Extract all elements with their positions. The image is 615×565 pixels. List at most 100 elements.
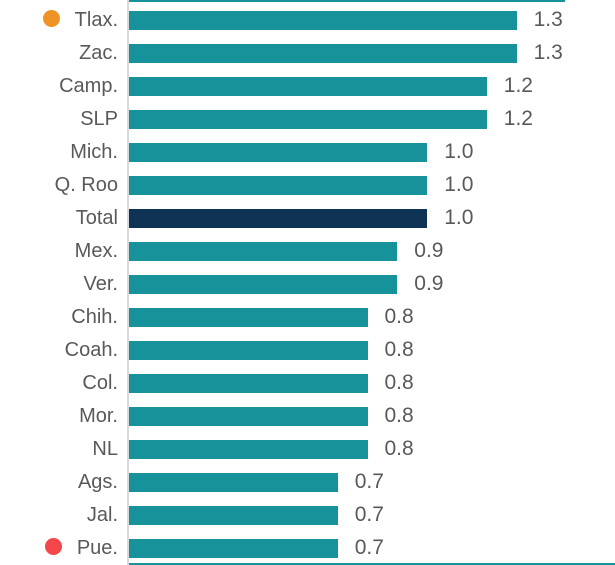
bar	[129, 472, 338, 492]
bar-area: 0.7	[129, 466, 615, 499]
bar-row: Zac. 1.3	[0, 37, 615, 70]
label-cell: Mor.	[0, 400, 118, 433]
bar-area: 0.8	[129, 367, 615, 400]
value-label: 0.8	[384, 305, 414, 328]
value-label: 0.7	[354, 503, 384, 526]
bar-area: 1.2	[129, 70, 615, 103]
bar-row: Tlax. 1.3	[0, 4, 615, 37]
bar-row-total-highlighted: Total 1.0	[0, 202, 615, 235]
category-label: SLP	[80, 107, 118, 130]
bar-area: 0.7	[129, 532, 615, 565]
bar	[129, 307, 368, 327]
orange-dot-icon	[42, 9, 60, 27]
value-label: 0.8	[384, 437, 414, 460]
category-label: Mex.	[74, 239, 118, 262]
bar-area: 0.9	[129, 268, 615, 301]
bar	[129, 10, 517, 30]
bar-row: Pue. 0.7	[0, 532, 615, 565]
bar	[129, 208, 428, 228]
bar-area: 1.0	[129, 169, 615, 202]
category-label: Q. Roo	[54, 173, 118, 196]
bar	[129, 109, 487, 129]
category-label: Col.	[82, 371, 118, 394]
category-label: Zac.	[79, 41, 118, 64]
bar	[129, 43, 517, 63]
value-label: 0.8	[384, 338, 414, 361]
category-label: NL	[92, 437, 118, 460]
label-cell: Ver.	[0, 268, 118, 301]
bar-rows-container: Tlax. 1.3 Zac. 1.3 Camp. 1.2 SLP	[0, 4, 615, 565]
category-label: Mor.	[79, 404, 118, 427]
value-label: 0.7	[354, 536, 384, 559]
bar-area: 0.8	[129, 400, 615, 433]
bar-row: NL 0.8	[0, 433, 615, 466]
bar-area: 1.0	[129, 136, 615, 169]
label-cell: Zac.	[0, 37, 118, 70]
category-label: Chih.	[71, 305, 118, 328]
category-label: Total	[75, 206, 118, 229]
value-label: 1.0	[444, 173, 474, 196]
bar	[129, 439, 368, 459]
label-cell: SLP	[0, 103, 118, 136]
category-label: Camp.	[59, 74, 118, 97]
y-axis-line	[126, 0, 129, 565]
value-label: 0.8	[384, 371, 414, 394]
bar-row: Q. Roo 1.0	[0, 169, 615, 202]
bar	[129, 406, 368, 426]
label-cell: Total	[0, 202, 118, 235]
bar-row: Ver. 0.9	[0, 268, 615, 301]
label-cell: Mich.	[0, 136, 118, 169]
bar	[129, 241, 398, 261]
category-label: Pue.	[76, 536, 118, 559]
category-label: Tlax.	[74, 8, 118, 31]
bar	[129, 175, 428, 195]
value-label: 0.7	[354, 470, 384, 493]
label-cell: Col.	[0, 367, 118, 400]
category-label: Coah.	[64, 338, 118, 361]
bar	[129, 373, 368, 393]
partial-bar-top	[129, 0, 565, 2]
value-label: 1.3	[533, 41, 563, 64]
label-cell: Camp.	[0, 70, 118, 103]
value-label: 0.9	[414, 239, 444, 262]
bar	[129, 76, 487, 96]
label-cell: Pue.	[0, 532, 118, 565]
value-label: 1.0	[444, 206, 474, 229]
bar-row: SLP 1.2	[0, 103, 615, 136]
bar-row: Chih. 0.8	[0, 301, 615, 334]
value-label: 0.8	[384, 404, 414, 427]
label-cell: Ags.	[0, 466, 118, 499]
bar	[129, 340, 368, 360]
bar-area: 1.3	[129, 4, 615, 37]
bar	[129, 505, 338, 525]
bar-area: 1.2	[129, 103, 615, 136]
category-label: Ver.	[83, 272, 118, 295]
bar	[129, 274, 398, 294]
bar-area: 0.8	[129, 301, 615, 334]
value-label: 1.2	[503, 107, 533, 130]
category-label: Mich.	[70, 140, 118, 163]
value-label: 1.3	[533, 8, 563, 31]
label-cell: NL	[0, 433, 118, 466]
label-cell: Tlax.	[0, 4, 118, 37]
bar-row: Jal. 0.7	[0, 499, 615, 532]
category-label: Ags.	[77, 470, 118, 493]
label-cell: Mex.	[0, 235, 118, 268]
bar-row: Coah. 0.8	[0, 334, 615, 367]
bar-row: Mex. 0.9	[0, 235, 615, 268]
bar-area: 1.3	[129, 37, 615, 70]
label-cell: Coah.	[0, 334, 118, 367]
label-cell: Jal.	[0, 499, 118, 532]
bar-row: Mich. 1.0	[0, 136, 615, 169]
bar-row: Ags. 0.7	[0, 466, 615, 499]
bar-area: 1.0	[129, 202, 615, 235]
bar-row: Col. 0.8	[0, 367, 615, 400]
value-label: 1.2	[503, 74, 533, 97]
bar-area: 0.8	[129, 334, 615, 367]
label-cell: Q. Roo	[0, 169, 118, 202]
bar-row: Mor. 0.8	[0, 400, 615, 433]
value-label: 1.0	[444, 140, 474, 163]
red-dot-icon	[44, 537, 62, 555]
category-label: Jal.	[86, 503, 118, 526]
